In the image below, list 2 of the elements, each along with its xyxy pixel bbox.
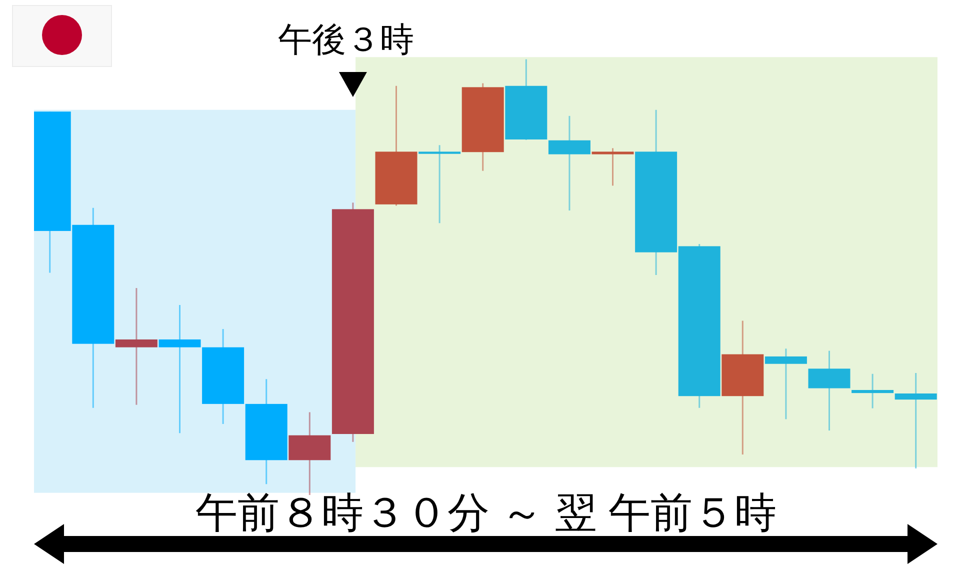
annotation: 午前８時３０分 ～ 翌 午前５時 [195, 489, 777, 536]
text: 午後３時 [278, 21, 414, 59]
